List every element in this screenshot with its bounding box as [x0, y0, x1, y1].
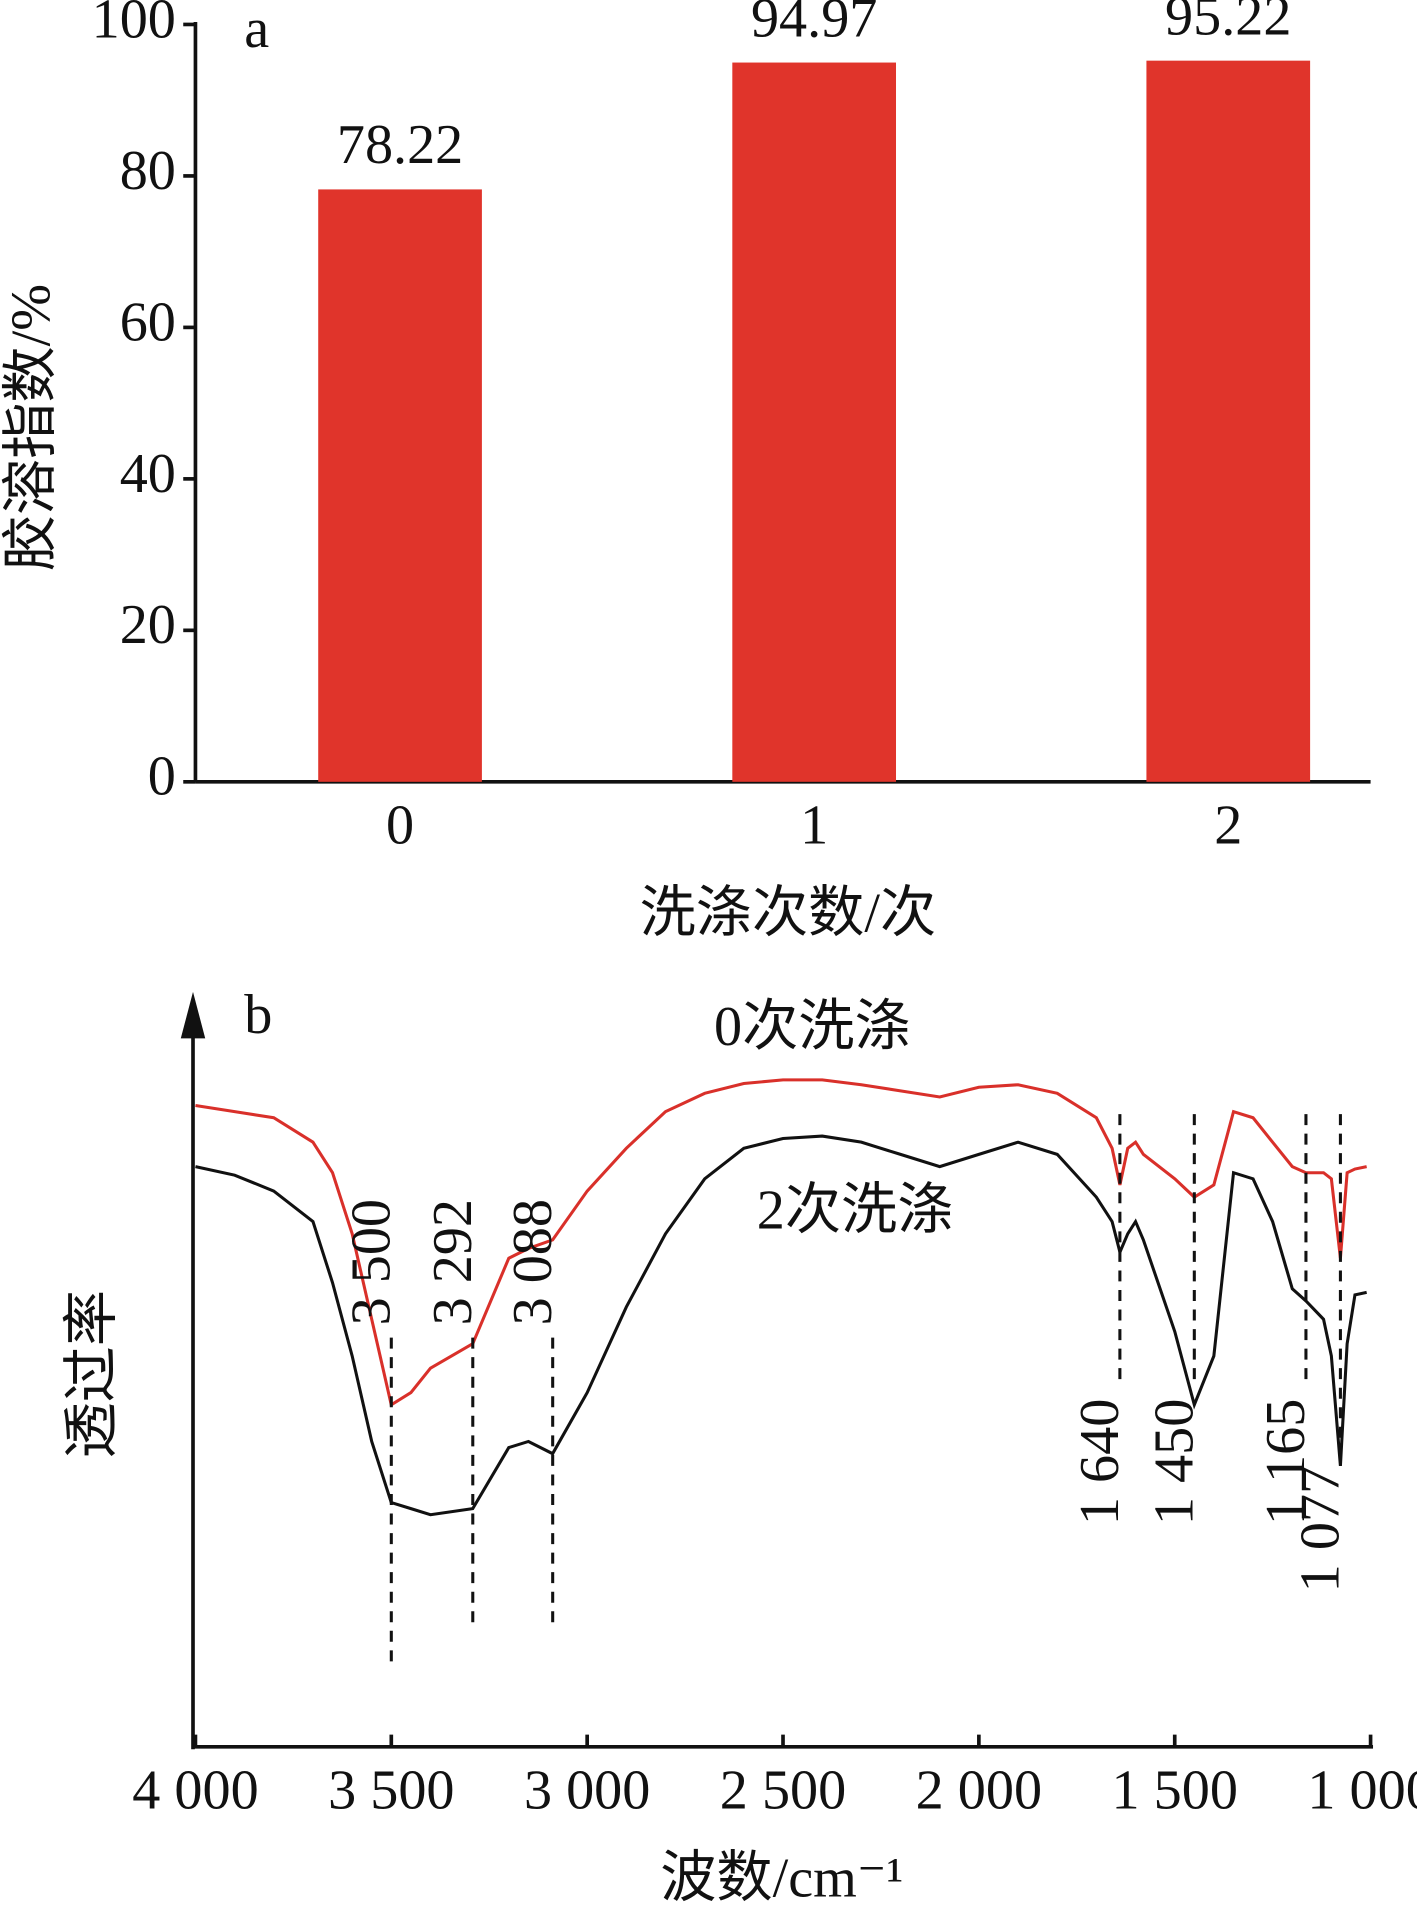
- peak-label: 1 165: [1255, 1399, 1317, 1525]
- spectrum-line: [195, 1078, 1367, 1408]
- value-label: 94.97: [751, 0, 877, 49]
- y-tick-label: 60: [120, 291, 176, 353]
- peak-label: 1 077: [1290, 1466, 1352, 1592]
- x-tick-label: 3 000: [524, 1760, 650, 1822]
- x-tick-label: 3 500: [328, 1760, 454, 1822]
- x-axis-label: 洗涤次数/次: [640, 883, 937, 945]
- x-tick-label: 0: [386, 795, 414, 857]
- y-axis-arrow: [180, 991, 206, 1039]
- y-tick-label: 0: [148, 746, 176, 808]
- series-label: 0次洗涤: [714, 996, 911, 1058]
- y-tick-label: 40: [120, 443, 176, 505]
- spectrum-line: [195, 1134, 1367, 1517]
- bar: [732, 62, 897, 782]
- x-tick-label: 2: [1214, 795, 1242, 857]
- y-axis-label: 胶溶指数/%: [1, 284, 63, 571]
- y-axis-label: 透过率: [62, 1290, 124, 1459]
- peak-label: 3 500: [341, 1199, 403, 1325]
- x-tick-label: 1 500: [1112, 1760, 1238, 1822]
- bar: [1146, 60, 1311, 782]
- x-tick-label: 2 500: [720, 1760, 846, 1822]
- panel-label: a: [244, 0, 269, 60]
- x-tick-label: 1: [800, 795, 828, 857]
- y-tick-label: 100: [92, 0, 176, 50]
- x-tick-label: 1 000: [1307, 1760, 1417, 1822]
- y-tick-label: 80: [120, 140, 176, 202]
- x-axis-label: 波数/cm⁻¹: [660, 1848, 903, 1910]
- x-tick-label: 2 000: [916, 1760, 1042, 1822]
- series-label: 2次洗涤: [757, 1179, 954, 1241]
- value-label: 95.22: [1165, 0, 1291, 47]
- peak-label: 1 640: [1069, 1399, 1131, 1525]
- x-tick-label: 4 000: [132, 1760, 258, 1822]
- panel-label: b: [244, 984, 272, 1046]
- bar: [318, 189, 482, 782]
- y-tick-label: 20: [120, 594, 176, 656]
- peak-label: 3 292: [422, 1199, 484, 1325]
- value-label: 78.22: [337, 114, 463, 176]
- peak-label: 1 450: [1144, 1399, 1206, 1525]
- peak-label: 3 088: [502, 1199, 564, 1325]
